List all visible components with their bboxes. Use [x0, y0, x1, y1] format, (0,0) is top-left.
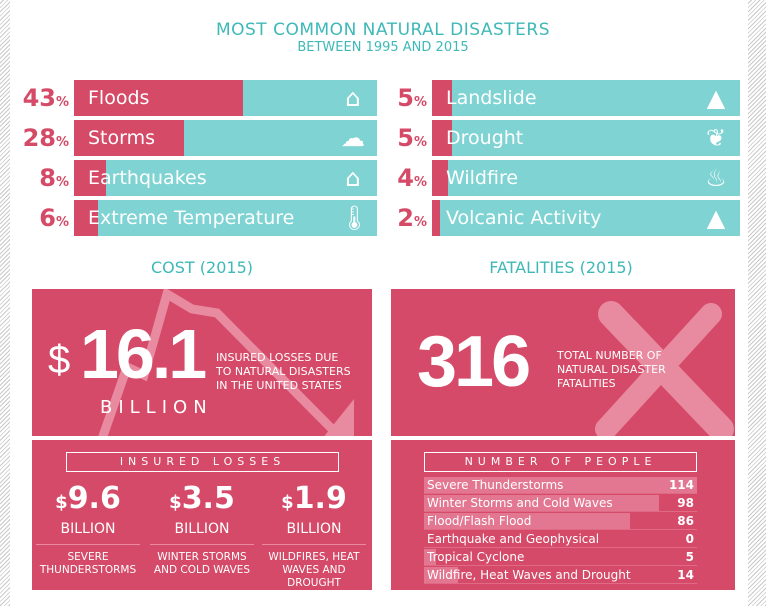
bar-value-label: 4% [397, 164, 427, 192]
fatality-bar [424, 495, 659, 511]
bar-category-label: Storms [88, 127, 156, 149]
bar-fill [432, 200, 440, 236]
bar-value-label: 2% [397, 204, 427, 232]
bar-category-label: Extreme Temperature [88, 207, 295, 229]
landslide-icon: ▲ [706, 84, 726, 112]
thermometer-icon: 🌡 [339, 204, 370, 232]
bar-category-label: Landslide [446, 87, 537, 109]
bar-value-label: 8% [39, 164, 69, 192]
fatalities-total: 316 [417, 322, 531, 402]
cost-description: INSURED LOSSES DUE TO NATURAL DISASTERS IN… [216, 351, 351, 392]
bar-track: Storms ☁ [74, 120, 377, 156]
collapsed-house-icon: ⌂ [345, 164, 361, 192]
fatalities-heading: FATALITIES (2015) [489, 258, 633, 277]
bar-fill [432, 80, 453, 116]
bar-category-label: Drought [446, 127, 524, 149]
bar-value-label: 43% [22, 84, 69, 112]
fatality-value: 98 [677, 496, 694, 510]
fatality-row: Earthquake and Geophysical 0 [424, 531, 697, 548]
bar-track: Volcanic Activity ▲ [432, 200, 740, 236]
fatality-row: Flood/Flash Flood 86 [424, 513, 697, 530]
bar-fill [432, 120, 453, 156]
cost-amount: 16.1 [80, 315, 207, 393]
fatality-category: Severe Thunderstorms [427, 478, 564, 492]
fatality-bar [424, 513, 630, 529]
bar-category-label: Volcanic Activity [446, 207, 602, 229]
bar-value-label: 5% [397, 124, 427, 152]
x-mark-icon [595, 301, 734, 436]
page-subtitle: BETWEEN 1995 AND 2015 [297, 40, 469, 55]
declining-arrow-icon [98, 289, 354, 436]
left-hatch-border [0, 0, 10, 606]
fatalities-description: TOTAL NUMBER OF NATURAL DISASTER FATALITIE… [557, 349, 666, 390]
fatality-row: Winter Storms and Cold Waves 98 [424, 495, 697, 512]
bar-value-label: 6% [39, 204, 69, 232]
fatality-value: 86 [677, 514, 694, 528]
page-title: MOST COMMON NATURAL DISASTERS [215, 20, 551, 40]
drought-icon: ❦ [705, 124, 727, 152]
fatalities-total-panel: 316 TOTAL NUMBER OF NATURAL DISASTER FATAL… [391, 289, 735, 436]
fatality-category: Earthquake and Geophysical [427, 532, 600, 546]
bar-track: Earthquakes ⌂ [74, 160, 377, 196]
fatality-value: 0 [685, 532, 694, 546]
right-hatch-border [748, 0, 766, 606]
bar-fill [74, 80, 244, 116]
fatality-value: 5 [685, 550, 694, 564]
fatality-bar [424, 477, 697, 493]
flooded-house-icon: ⌂ [345, 84, 361, 112]
bar-category-label: Earthquakes [88, 167, 207, 189]
bar-fill [74, 120, 185, 156]
bar-track: Wildfire ♨ [432, 160, 740, 196]
fatality-category: Flood/Flash Flood [427, 514, 532, 528]
bar-value-label: 28% [22, 124, 69, 152]
fatality-value: 14 [677, 568, 694, 582]
loss-item: $9.6 BILLION SEVERE THUNDERSTORMS [36, 482, 140, 577]
cost-currency: $ [48, 338, 71, 382]
insured-losses-header: INSURED LOSSES [66, 452, 339, 472]
fatality-row: Wildfire, Heat Waves and Drought 14 [424, 567, 697, 584]
loss-item: $3.5 BILLION WINTER STORMS AND COLD WAVES [150, 482, 254, 577]
fatality-row: Tropical Cyclone 5 [424, 549, 697, 566]
cost-heading: COST (2015) [151, 258, 253, 277]
number-of-people-header: NUMBER OF PEOPLE [424, 452, 697, 472]
storm-cloud-icon: ☁ [341, 124, 365, 152]
bar-fill [74, 200, 98, 236]
fire-icon: ♨ [705, 164, 727, 192]
fatality-value: 114 [668, 478, 694, 492]
bar-fill [74, 160, 106, 196]
cost-total-panel: $ 16.1 BILLION INSURED LOSSES DUE TO NATU… [32, 289, 372, 436]
fatalities-breakdown-panel: NUMBER OF PEOPLE Severe Thunderstorms 11… [391, 440, 735, 590]
cost-unit: BILLION [100, 397, 213, 418]
volcano-icon: ▲ [706, 204, 726, 232]
bar-category-label: Floods [88, 87, 150, 109]
fatality-category: Wildfire, Heat Waves and Drought [427, 568, 631, 582]
fatality-row: Severe Thunderstorms 114 [424, 477, 697, 494]
loss-item: $1.9 BILLION WILDFIRES, HEAT WAVES AND DRO… [262, 482, 366, 590]
bar-track: Drought ❦ [432, 120, 740, 156]
fatality-category: Tropical Cyclone [427, 550, 525, 564]
fatality-category: Winter Storms and Cold Waves [427, 496, 613, 510]
bar-category-label: Wildfire [446, 167, 519, 189]
fatality-bar [424, 549, 436, 565]
fatality-bar [424, 567, 458, 583]
bar-track: Extreme Temperature 🌡 [74, 200, 377, 236]
bar-value-label: 5% [397, 84, 427, 112]
bar-track: Floods ⌂ [74, 80, 377, 116]
insured-losses-panel: INSURED LOSSES $9.6 BILLION SEVERE THUNDER… [32, 440, 372, 590]
bar-fill [432, 160, 449, 196]
bar-track: Landslide ▲ [432, 80, 740, 116]
